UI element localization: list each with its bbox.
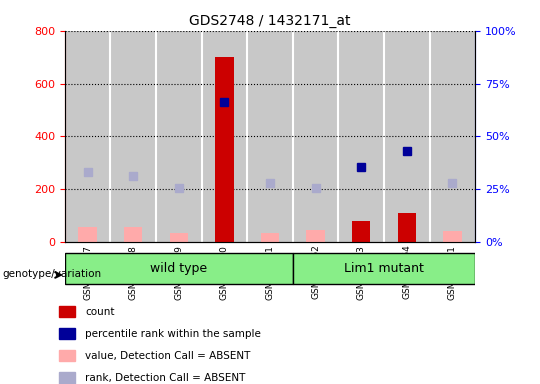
Bar [59,350,76,361]
Bar [110,31,156,242]
Bar [293,253,475,284]
Text: percentile rank within the sample: percentile rank within the sample [85,329,261,339]
Bar [443,231,462,242]
Bar [65,253,293,284]
Text: value, Detection Call = ABSENT: value, Detection Call = ABSENT [85,351,250,361]
Bar [307,230,325,242]
Bar [59,372,76,384]
Text: count: count [85,306,114,316]
Bar [124,227,143,242]
Bar [170,233,188,242]
Bar [247,31,293,242]
Bar [430,31,475,242]
Bar [352,221,370,242]
Text: wild type: wild type [150,262,207,275]
Bar [59,328,76,339]
Text: rank, Detection Call = ABSENT: rank, Detection Call = ABSENT [85,373,245,383]
Title: GDS2748 / 1432171_at: GDS2748 / 1432171_at [189,14,351,28]
Bar [397,213,416,242]
Bar [215,57,233,242]
Text: genotype/variation: genotype/variation [3,269,102,279]
Bar [201,31,247,242]
Bar [65,31,110,242]
Bar [384,31,430,242]
Bar [261,233,279,242]
Bar [78,227,97,242]
Bar [293,31,339,242]
Bar [156,31,201,242]
Bar [339,31,384,242]
Bar [59,306,76,317]
Text: Lim1 mutant: Lim1 mutant [344,262,424,275]
